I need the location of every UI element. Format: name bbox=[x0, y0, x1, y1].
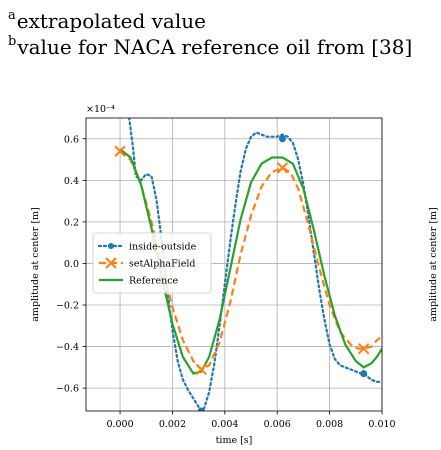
legend: inside-outside setAlphaField Reference bbox=[92, 232, 212, 294]
x-tick-label: 0.010 bbox=[368, 419, 395, 430]
y-tick-label: 0.0 bbox=[64, 259, 79, 270]
footnote-a: aextrapolated value bbox=[8, 4, 206, 33]
legend-swatch-marker bbox=[105, 257, 117, 269]
series-marker-x bbox=[357, 342, 370, 355]
series-line-setalphafield bbox=[119, 150, 382, 371]
y-tick-label: −0.2 bbox=[56, 301, 79, 312]
y-tick-label: 0.2 bbox=[64, 217, 79, 228]
y-tick-label: −0.4 bbox=[56, 342, 79, 353]
footnote-marker: b bbox=[8, 34, 17, 49]
x-tick-label: 0.008 bbox=[316, 419, 343, 430]
series-marker-x bbox=[276, 162, 289, 174]
series-marker-circle bbox=[117, 111, 123, 117]
y-tick-label: 0.6 bbox=[64, 134, 79, 145]
legend-label: Reference bbox=[129, 276, 179, 287]
footnote-text: value for NACA reference oil from [38] bbox=[17, 35, 413, 59]
x-tick-label: 0.002 bbox=[159, 419, 186, 430]
series-line-reference bbox=[119, 148, 382, 375]
right-panel-y-axis-label: amplitude at center [m] bbox=[428, 207, 439, 321]
series-marker-x bbox=[195, 363, 207, 376]
y-offset-label: ×10⁻⁴ bbox=[86, 104, 115, 115]
plot-frame bbox=[85, 117, 383, 412]
footnote-b: bvalue for NACA reference oil from [38] bbox=[8, 30, 412, 59]
x-tick-label: 0.000 bbox=[106, 419, 133, 430]
legend-label: setAlphaField bbox=[129, 259, 195, 270]
footnote-marker: a bbox=[8, 8, 16, 23]
x-tick-label: 0.006 bbox=[264, 419, 291, 430]
y-axis-label: amplitude at center [m] bbox=[30, 207, 41, 321]
legend-box bbox=[92, 232, 212, 294]
series-marker-circle bbox=[360, 370, 368, 378]
series-layer bbox=[114, 111, 382, 411]
marker-layer bbox=[114, 111, 370, 411]
series-marker-circle bbox=[197, 407, 205, 411]
footnote-text: extrapolated value bbox=[16, 9, 206, 33]
series-marker-x bbox=[114, 145, 126, 157]
legend-swatch-marker bbox=[108, 243, 114, 249]
series-marker-circle bbox=[278, 135, 286, 143]
x-axis-label: time [s] bbox=[216, 435, 253, 446]
x-tick-label: 0.004 bbox=[211, 419, 238, 430]
tick-layer: 0.000 0.002 0.004 0.006 0.008 0.010 −0.6 −0.4 −0… bbox=[56, 134, 396, 430]
legend-label: inside-outside bbox=[129, 242, 197, 253]
y-tick-label: 0.4 bbox=[64, 176, 79, 187]
y-tick-label: −0.6 bbox=[56, 384, 79, 395]
